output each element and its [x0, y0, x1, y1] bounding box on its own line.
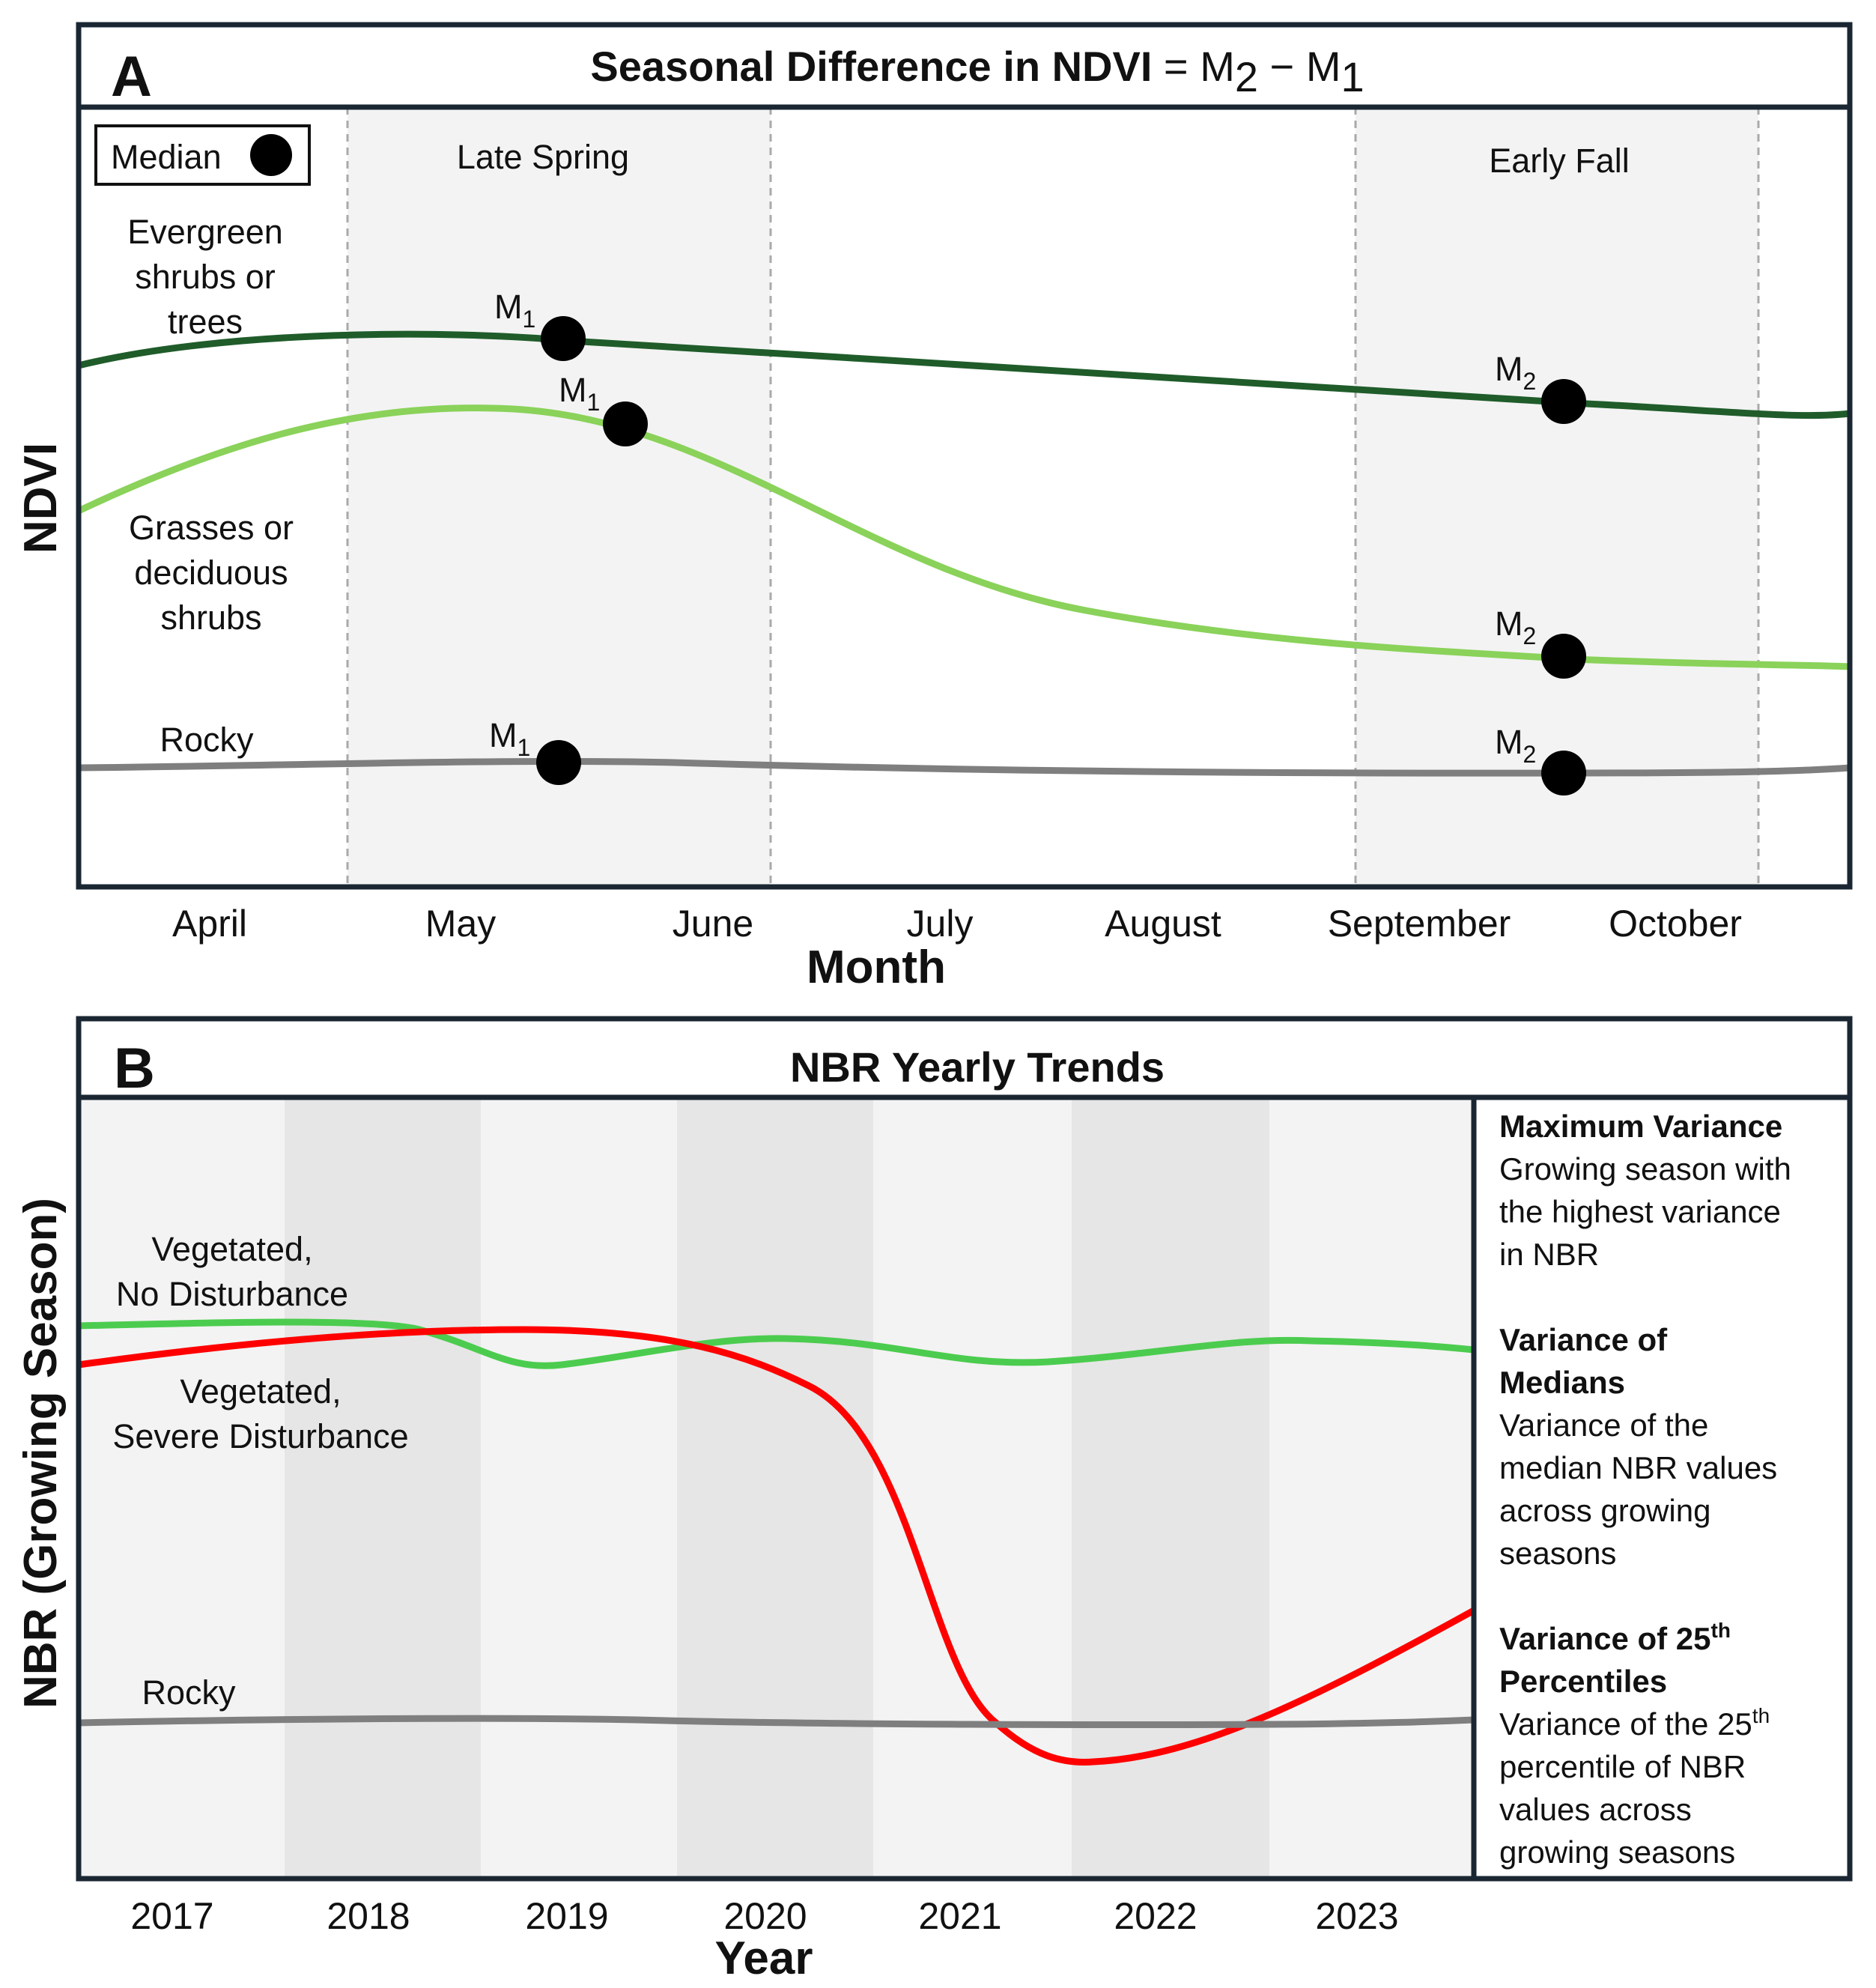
- evergreen-m1-marker: [541, 316, 586, 361]
- evergreen-label-line1: Evergreen: [127, 213, 283, 251]
- evergreen-label-line2: shrubs or: [135, 258, 276, 296]
- band-2023: [1269, 1097, 1474, 1879]
- rocky-m2-label: M2: [1495, 723, 1536, 768]
- grasses-m2-marker: [1541, 634, 1586, 679]
- panel-b: Vegetated, No Disturbance Vegetated, Sev…: [15, 1016, 1853, 1984]
- rocky-label-b: Rocky: [142, 1673, 236, 1712]
- var-medians-desc-4: seasons: [1499, 1536, 1616, 1571]
- panel-b-frame: [76, 1016, 1853, 1882]
- tick-2023: 2023: [1315, 1895, 1398, 1937]
- tick-july: July: [907, 903, 974, 945]
- band-2018: [285, 1097, 481, 1879]
- tick-2022: 2022: [1114, 1895, 1197, 1937]
- evergreen-m2-marker: [1541, 379, 1586, 424]
- evergreen-m1-label: M1: [494, 288, 535, 333]
- band-2021: [873, 1097, 1072, 1879]
- panel-b-ylabel: NBR (Growing Season): [15, 1198, 67, 1709]
- var-medians-desc-1: Variance of the: [1499, 1407, 1708, 1443]
- panel-b-xlabel: Year: [714, 1933, 813, 1984]
- no-disturbance-label-line2: No Disturbance: [116, 1275, 348, 1313]
- tick-may: May: [425, 903, 496, 945]
- max-variance-desc-3: in NBR: [1499, 1237, 1599, 1272]
- evergreen-label-line3: trees: [168, 303, 243, 341]
- panel-a-letter: A: [111, 45, 152, 109]
- rocky-m1-marker: [536, 740, 581, 785]
- panel-a-ylabel: NDVI: [15, 443, 67, 554]
- rocky-curve-a: [78, 758, 1851, 777]
- panel-a-title: Seasonal Difference in NDVI = M2 − M1: [590, 43, 1364, 100]
- rocky-label-a: Rocky: [160, 721, 254, 759]
- grasses-curve: [77, 404, 1851, 670]
- evergreen-m2-label: M2: [1495, 350, 1536, 395]
- panel-a: M1 M1 M1 M2 M2 M2 Late Spring Early Fall…: [15, 22, 1853, 993]
- severe-label-line1: Vegetated,: [180, 1372, 341, 1410]
- panel-b-title: NBR Yearly Trends: [790, 1043, 1165, 1091]
- panel-a-frame: [76, 22, 1853, 890]
- grasses-m2-label: M2: [1495, 604, 1536, 649]
- rocky-curve-b: [78, 1715, 1475, 1728]
- var-p25-desc-1: Variance of the 25th: [1499, 1704, 1770, 1742]
- max-variance-desc-2: the highest variance: [1499, 1194, 1781, 1229]
- var-p25-desc-4: growing seasons: [1499, 1834, 1735, 1870]
- grasses-label-line2: deciduous: [134, 554, 288, 592]
- panel-b-letter: B: [114, 1037, 155, 1100]
- tick-2018: 2018: [327, 1895, 410, 1937]
- max-variance-desc-1: Growing season with: [1499, 1151, 1791, 1187]
- tick-october: October: [1609, 903, 1742, 945]
- band-2017: [79, 1097, 285, 1879]
- var-p25-title-1: Variance of 25th: [1499, 1619, 1731, 1656]
- median-legend-marker: [250, 134, 292, 176]
- rocky-m2-marker: [1541, 751, 1586, 795]
- panel-a-xlabel: Month: [807, 942, 946, 993]
- band-2019: [481, 1097, 677, 1879]
- severe-disturbance-curve: [78, 1326, 1476, 1766]
- var-p25-desc-3: values across: [1499, 1792, 1692, 1827]
- grasses-m1-marker: [603, 401, 648, 446]
- var-p25-desc-2: percentile of NBR: [1499, 1749, 1746, 1784]
- no-disturbance-curve: [78, 1318, 1475, 1369]
- severe-label-line2: Severe Disturbance: [112, 1417, 408, 1455]
- tick-2019: 2019: [525, 1895, 608, 1937]
- median-legend-label: Median: [111, 138, 222, 176]
- tick-april: April: [172, 903, 247, 945]
- tick-2021: 2021: [918, 1895, 1001, 1937]
- var-p25-title-2: Percentiles: [1499, 1664, 1667, 1699]
- tick-2020: 2020: [723, 1895, 807, 1937]
- var-medians-title-2: Medians: [1499, 1365, 1625, 1400]
- evergreen-curve: [77, 330, 1851, 419]
- early-fall-label: Early Fall: [1489, 142, 1630, 180]
- grasses-label-line3: shrubs: [160, 598, 261, 637]
- tick-june: June: [673, 903, 753, 945]
- tick-2017: 2017: [130, 1895, 213, 1937]
- tick-august: August: [1105, 903, 1221, 945]
- band-2020: [677, 1097, 873, 1879]
- grasses-label-line1: Grasses or: [129, 509, 294, 547]
- no-disturbance-label-line1: Vegetated,: [151, 1230, 312, 1268]
- var-medians-desc-3: across growing: [1499, 1493, 1710, 1528]
- var-medians-title-1: Variance of: [1499, 1322, 1668, 1357]
- var-medians-desc-2: median NBR values: [1499, 1450, 1777, 1485]
- rocky-m1-label: M1: [489, 716, 530, 761]
- tick-september: September: [1328, 903, 1511, 945]
- max-variance-title: Maximum Variance: [1499, 1109, 1782, 1144]
- grasses-m1-label: M1: [559, 371, 600, 416]
- late-spring-label: Late Spring: [457, 138, 629, 176]
